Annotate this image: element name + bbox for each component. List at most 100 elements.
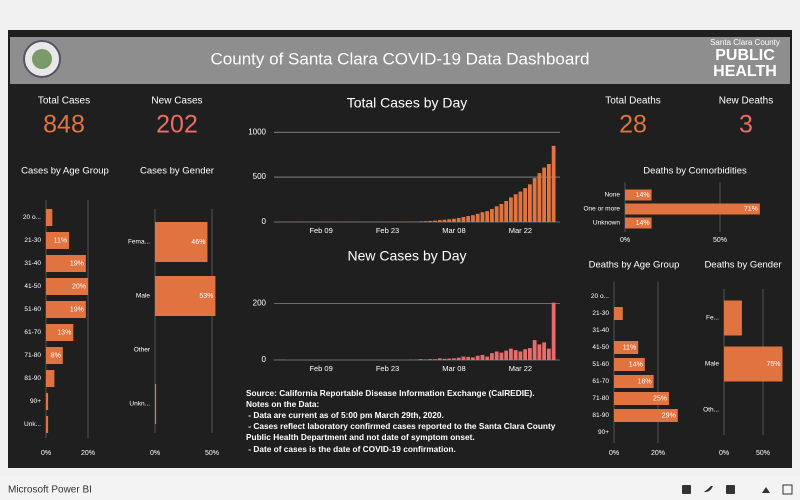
x-tick-label: Mar 08 <box>442 226 465 235</box>
kpi-label: New Deaths <box>719 96 773 107</box>
value-label: 11% <box>54 237 68 244</box>
kpi-value: 3 <box>739 111 753 139</box>
category-label: Fe... <box>706 315 719 322</box>
bar <box>499 352 504 360</box>
bar <box>614 409 678 422</box>
category-label: 61-70 <box>24 329 41 336</box>
category-label: Unk... <box>24 421 41 428</box>
logo-line: HEALTH <box>713 63 777 80</box>
bar <box>625 189 652 201</box>
bar <box>471 357 475 360</box>
category-label: Unknown <box>593 220 620 227</box>
x-tick-label: Mar 22 <box>509 226 532 235</box>
bar <box>452 218 456 222</box>
value-label: 13% <box>57 329 71 336</box>
x-tick-label: Mar 22 <box>509 364 532 373</box>
facebook-icon[interactable] <box>726 485 735 494</box>
x-tick-label: 0% <box>41 450 51 457</box>
category-label: 81-90 <box>592 412 609 419</box>
x-tick-label: 50% <box>205 450 219 457</box>
value-label: 8% <box>51 352 61 359</box>
bar <box>485 356 490 360</box>
note-line: - Data are current as of 5:00 pm March 2… <box>246 410 444 420</box>
bar <box>542 167 547 222</box>
value-label: 18% <box>638 378 652 385</box>
bar <box>528 184 532 222</box>
bar <box>471 215 475 222</box>
bar <box>447 219 452 222</box>
bar <box>532 178 537 222</box>
bar <box>724 346 783 382</box>
chart-title: Deaths by Gender <box>704 260 781 271</box>
bar <box>551 145 556 222</box>
bar <box>537 344 542 360</box>
bar <box>724 300 742 336</box>
share-icons <box>682 484 793 495</box>
linkedin-icon[interactable] <box>682 485 691 494</box>
value-label: 29% <box>662 412 676 419</box>
bar <box>542 342 547 360</box>
note-line: Notes on the Data: <box>246 399 319 409</box>
x-tick-label: Feb 23 <box>376 364 399 373</box>
bar <box>46 347 63 364</box>
share-icon[interactable] <box>762 487 770 493</box>
bar <box>155 222 208 262</box>
kpi-label: New Cases <box>151 96 202 107</box>
bar <box>494 351 499 360</box>
bar <box>513 194 518 222</box>
bar <box>480 354 485 360</box>
footer-bar <box>0 476 800 500</box>
category-label: Other <box>134 347 151 354</box>
bar <box>155 276 216 316</box>
x-tick-label: 0% <box>620 237 630 244</box>
bar <box>499 203 504 222</box>
value-label: 14% <box>636 220 650 227</box>
bar <box>466 215 471 222</box>
bar <box>452 358 456 360</box>
footer-brand[interactable]: Microsoft Power BI <box>8 485 92 496</box>
bar <box>423 221 428 222</box>
category-label: 20 o... <box>591 293 609 300</box>
fullscreen-icon[interactable] <box>782 484 793 495</box>
x-tick-label: Feb 09 <box>309 364 332 373</box>
bar <box>546 163 551 222</box>
bar <box>461 216 466 222</box>
bar <box>518 191 523 222</box>
chart-title: Cases by Gender <box>140 166 214 177</box>
y-tick-label: 0 <box>262 355 267 364</box>
logo-line: Santa Clara County <box>710 38 780 47</box>
logo-line: PUBLIC <box>715 47 775 64</box>
value-label: 53% <box>199 293 213 300</box>
bar <box>46 301 86 318</box>
kpi-label: Total Deaths <box>605 96 661 107</box>
category-label: 90+ <box>598 429 609 436</box>
bar <box>442 219 447 222</box>
bar <box>614 307 623 320</box>
bar <box>518 351 523 360</box>
category-label: Fema... <box>128 239 150 246</box>
bar <box>433 220 437 222</box>
bar <box>447 358 452 360</box>
bar <box>456 218 461 222</box>
bar <box>546 348 551 360</box>
category-label: 41-50 <box>24 283 41 290</box>
bar <box>614 341 639 354</box>
bar <box>490 353 494 360</box>
category-label: None <box>604 192 620 199</box>
bar <box>46 255 86 272</box>
twitter-icon[interactable] <box>704 486 713 493</box>
chart-title: New Cases by Day <box>347 248 466 264</box>
kpi-value: 202 <box>156 111 198 139</box>
bar <box>437 220 442 222</box>
bar <box>428 359 433 360</box>
header-bar <box>10 37 790 84</box>
bar <box>614 358 645 371</box>
bar <box>551 302 556 360</box>
category-label: Male <box>136 293 150 300</box>
value-label: 14% <box>636 192 650 199</box>
kpi-value: 848 <box>43 111 85 139</box>
bar <box>625 217 652 229</box>
bar <box>46 278 88 295</box>
bar <box>485 211 490 222</box>
category-label: 51-60 <box>592 361 609 368</box>
